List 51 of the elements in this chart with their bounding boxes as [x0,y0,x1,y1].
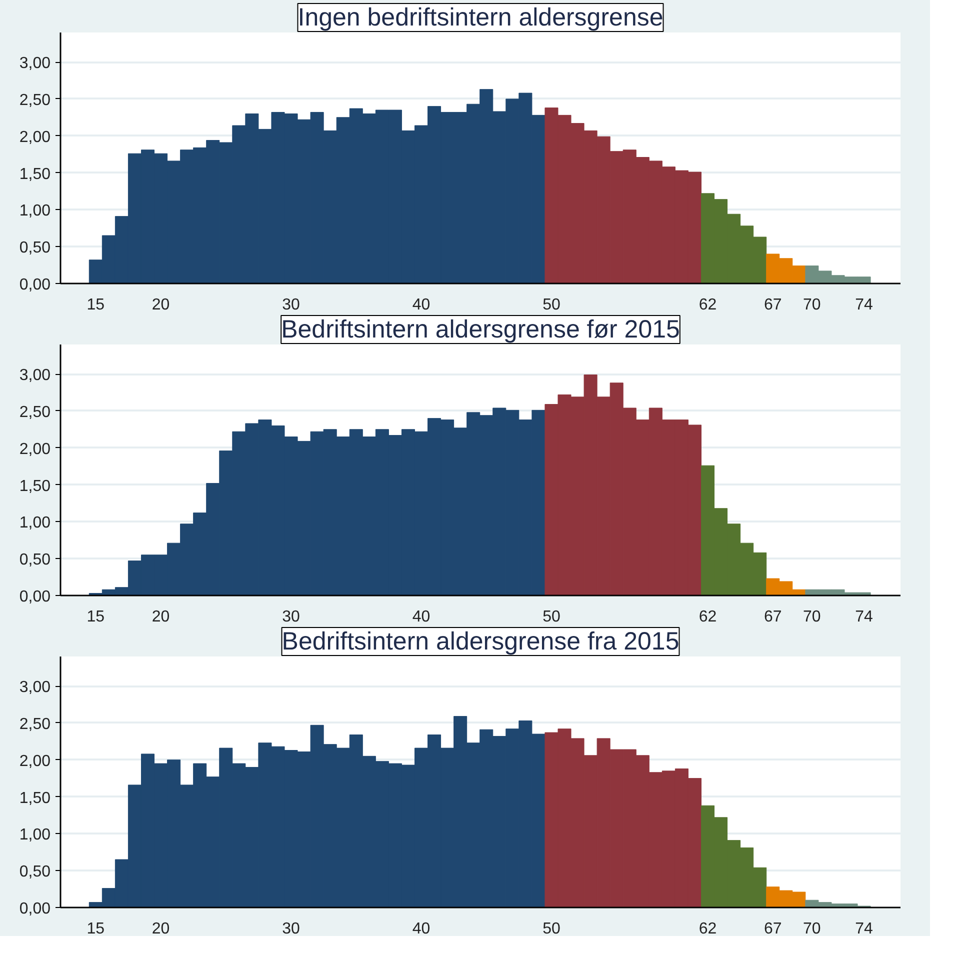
x-tick-label: 15 [86,296,105,314]
x-tick-label: 50 [542,608,560,626]
x-tick-label: 15 [86,920,105,938]
x-tick-label: 15 [86,608,105,626]
y-tick-label: 0,00 [19,588,51,606]
y-tick-label: 0,50 [19,240,51,257]
y-tick-label: 1,00 [19,826,51,844]
y-tick-label: 0,50 [19,864,51,881]
x-tick-label: 40 [412,296,430,314]
chart-title: Bedriftsintern aldersgrense fra 2015 [282,628,680,656]
y-tick-label: 2,00 [19,128,51,146]
x-tick-label: 70 [803,608,821,626]
x-tick-label: 40 [412,608,430,626]
x-tick-label: 20 [152,296,170,314]
y-tick-label: 1,50 [19,478,51,495]
y-tick-label: 1,00 [19,202,51,220]
x-tick-label: 62 [698,920,717,938]
y-tick-label: 2,50 [19,404,51,421]
chart-title: Bedriftsintern aldersgrense før 2015 [281,316,680,344]
y-tick-label: 1,00 [19,514,51,532]
x-tick-label: 62 [698,608,717,626]
x-tick-label: 20 [152,608,170,626]
y-tick-label: 2,00 [19,752,51,770]
x-tick-label: 74 [855,296,874,314]
x-tick-label: 50 [542,296,560,314]
y-tick-label: 1,50 [19,790,51,807]
x-tick-label: 40 [412,920,430,938]
y-tick-label: 0,50 [19,552,51,569]
y-tick-label: 3,00 [19,367,51,384]
y-tick-label: 2,50 [19,716,51,733]
x-tick-label: 30 [282,296,300,314]
x-tick-label: 62 [698,296,717,314]
x-tick-label: 74 [855,608,874,626]
x-tick-label: 67 [764,608,782,626]
x-tick-label: 74 [855,920,874,938]
x-tick-label: 67 [764,920,782,938]
x-tick-label: 67 [764,296,782,314]
x-tick-label: 70 [803,920,821,938]
y-tick-label: 3,00 [19,679,51,696]
x-tick-label: 70 [803,296,821,314]
y-tick-label: 2,50 [19,92,51,109]
y-tick-label: 1,50 [19,166,51,183]
x-tick-label: 50 [542,920,560,938]
y-tick-label: 0,00 [19,900,51,918]
x-tick-label: 30 [282,608,300,626]
chart-title: Ingen bedriftsintern aldersgrense [298,4,664,32]
y-tick-label: 0,00 [19,276,51,294]
x-tick-label: 20 [152,920,170,938]
y-tick-label: 2,00 [19,440,51,458]
x-tick-label: 30 [282,920,300,938]
y-tick-label: 3,00 [19,55,51,72]
